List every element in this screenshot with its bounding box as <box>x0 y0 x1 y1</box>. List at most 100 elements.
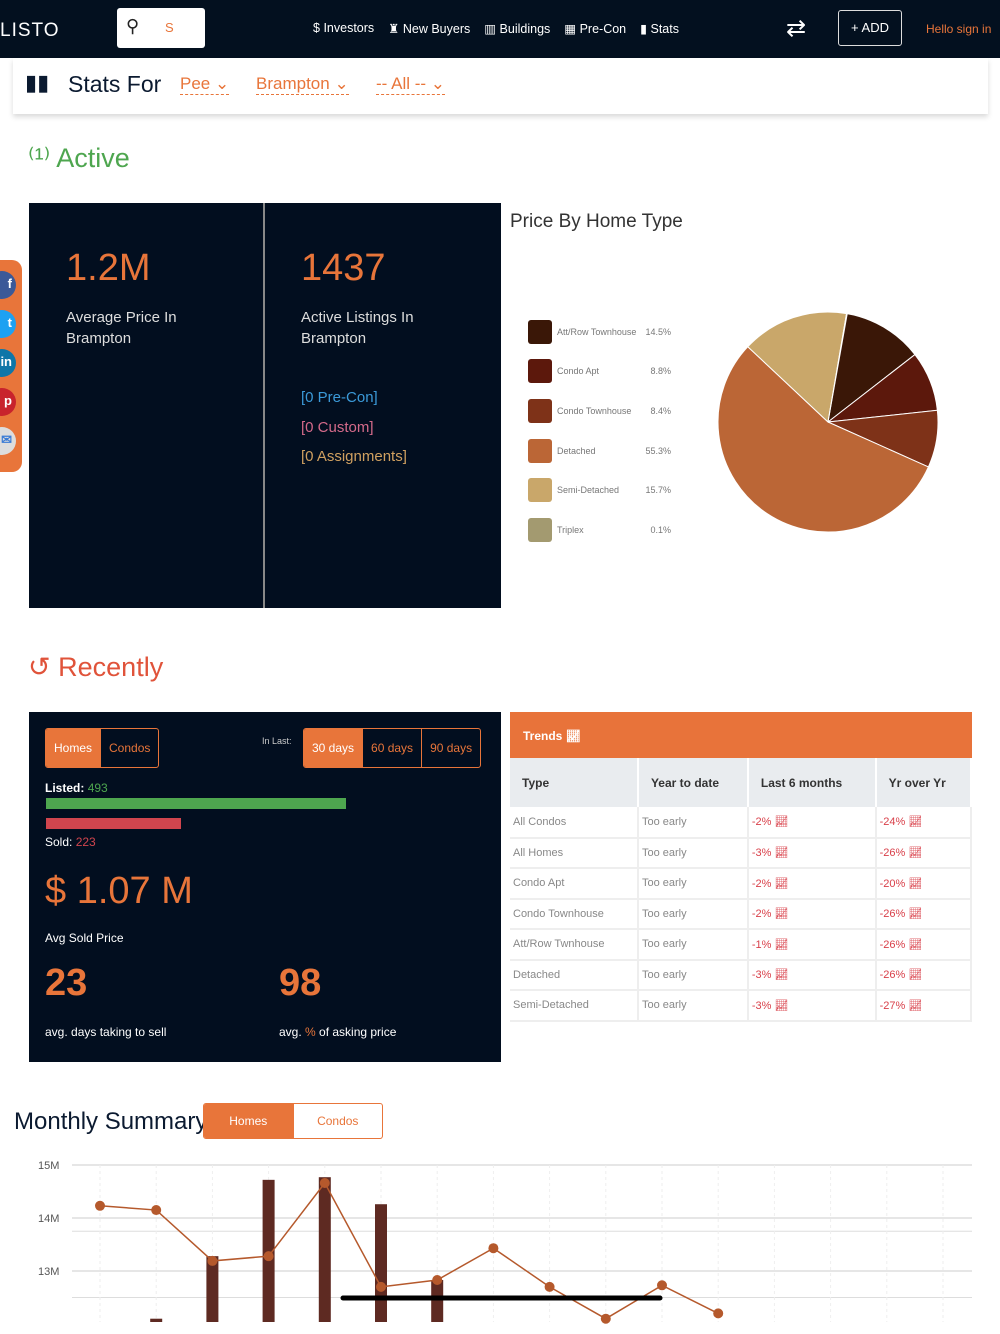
trend-chart-icon[interactable]: 📈︎ <box>774 816 789 829</box>
listings-label: Active Listings In Brampton <box>301 309 414 347</box>
cell-value: -26% <box>879 847 906 860</box>
table-cell: Semi-Detached <box>510 990 639 1022</box>
nav-link-pre-con[interactable]: ▦ Pre-Con <box>564 21 626 36</box>
tab-60-days[interactable]: 60 days <box>363 729 423 767</box>
nav-link-label: Investors <box>323 21 375 35</box>
precon-count[interactable]: [0 Pre-Con] <box>301 389 378 406</box>
active-panel: 1.2M Average Price In Brampton 1437 Acti… <box>29 203 501 608</box>
antenna-icon: ⁽¹⁾ <box>28 143 51 173</box>
add-button[interactable]: + ADD <box>838 10 902 46</box>
twitter-icon[interactable]: t <box>0 310 16 338</box>
tab-90-days[interactable]: 90 days <box>430 741 473 755</box>
table-cell: Too early <box>637 929 749 961</box>
pie-slice-detached <box>717 345 930 533</box>
dollar-icon: $ <box>313 21 320 35</box>
monthly-tab-condos[interactable]: Condos <box>317 1114 359 1128</box>
cell-value: -3% <box>751 969 772 982</box>
nav-link-stats[interactable]: ▮ Stats <box>640 21 679 36</box>
pinterest-icon[interactable]: p <box>0 388 16 416</box>
table-row: All Homes Too early -3% 📈︎ -26% 📈︎ <box>510 837 973 869</box>
city-dropdown[interactable]: Brampton ⌄ <box>256 74 349 95</box>
cell-value: -20% <box>879 877 906 890</box>
monthly-line <box>99 1181 719 1320</box>
custom-count[interactable]: [0 Custom] <box>301 419 374 436</box>
sold-row: Sold: 223 <box>45 835 96 849</box>
facebook-icon[interactable]: f <box>0 271 16 299</box>
monthly-tab-homes[interactable]: Homes <box>204 1104 294 1138</box>
column-header: Yr over Yr <box>875 758 973 807</box>
trend-chart-icon[interactable]: 📈︎ <box>908 816 923 829</box>
legend-label: Att/Row Townhouse <box>557 326 637 337</box>
trend-chart-icon[interactable]: 📈︎ <box>774 999 789 1012</box>
nav-link-new-buyers[interactable]: ♜ New Buyers <box>388 21 470 36</box>
trend-chart-icon[interactable]: 📈︎ <box>908 847 923 860</box>
avg-sold-value: $ 1.07 M <box>45 870 193 912</box>
email-icon[interactable]: ✉ <box>0 427 16 455</box>
city-icon: ▦ <box>564 22 577 36</box>
pct-label-prefix: avg. <box>279 1025 306 1039</box>
trend-chart-icon[interactable]: 📈︎ <box>908 908 923 921</box>
trend-chart-icon[interactable]: 📈︎ <box>774 969 789 982</box>
trend-chart-icon[interactable]: 📈︎ <box>908 969 923 982</box>
trend-chart-icon[interactable]: 📈︎ <box>908 999 923 1012</box>
legend-item: Semi-Detached 15.7% <box>528 470 671 510</box>
avg-price-value: 1.2M <box>66 247 151 289</box>
trends-header: Trends 📈︎ <box>510 712 972 758</box>
trend-chart-icon[interactable]: 📈︎ <box>908 877 923 890</box>
type-dropdown[interactable]: -- All -- ⌄ <box>376 74 446 95</box>
table-row: Semi-Detached Too early -3% 📈︎ -27% 📈︎ <box>510 990 973 1022</box>
sign-in-link[interactable]: Hello sign in <box>926 22 992 36</box>
column-header: Last 6 months <box>747 758 877 807</box>
cell-value: -2% <box>751 816 772 829</box>
cell-value: -27% <box>879 999 906 1012</box>
monthly-point <box>600 1313 611 1324</box>
nav-link-buildings[interactable]: ▥ Buildings <box>484 21 550 36</box>
monthly-point <box>432 1275 443 1286</box>
pct-asking-value: 98 <box>279 962 322 1004</box>
trend-chart-icon[interactable]: 📈︎ <box>774 908 789 921</box>
table-cell: -2% 📈︎ <box>747 868 877 900</box>
region-dropdown[interactable]: Pee ⌄ <box>180 74 230 95</box>
linkedin-icon[interactable]: in <box>0 349 16 377</box>
tab-homes[interactable]: Homes <box>46 729 102 767</box>
stats-icon: ▮ <box>640 22 648 36</box>
active-heading: ⁽¹⁾ Active <box>28 143 130 174</box>
cell-value: Too early <box>641 815 687 828</box>
monthly-point <box>95 1200 105 1211</box>
monthly-point <box>488 1243 499 1254</box>
search-input[interactable]: S <box>165 20 174 35</box>
trend-chart-icon[interactable]: 📈︎ <box>908 938 923 951</box>
cell-value: -26% <box>879 908 906 921</box>
stats-for-title: Stats For <box>68 71 162 97</box>
y-tick-label: 14M <box>38 1213 59 1225</box>
pct-label-symbol: % <box>305 1025 316 1039</box>
active-heading-text: Active <box>56 143 130 173</box>
legend-percent: 8.8% <box>650 366 671 377</box>
legend-swatch <box>528 359 552 384</box>
nav-link-investors[interactable]: $ Investors <box>313 21 374 36</box>
monthly-point <box>207 1255 218 1266</box>
table-cell: -2% 📈︎ <box>747 898 877 930</box>
table-row: Detached Too early -3% 📈︎ -26% 📈︎ <box>510 959 973 991</box>
legend-swatch <box>528 438 552 463</box>
sold-bar <box>46 818 181 829</box>
listed-label: Listed: <box>45 781 85 795</box>
search-box[interactable]: ⚲ S <box>117 8 205 48</box>
table-row: Att/Row Twnhouse Too early -1% 📈︎ -26% 📈︎ <box>510 929 973 961</box>
pct-asking-label: avg. % of asking price <box>279 1025 396 1039</box>
assignments-count[interactable]: [0 Assignments] <box>301 448 407 465</box>
cell-value: -1% <box>751 938 772 951</box>
trend-chart-icon[interactable]: 📈︎ <box>774 938 789 951</box>
trend-chart-icon[interactable]: 📈︎ <box>774 877 789 890</box>
swap-icon[interactable]: ⇄ <box>786 15 807 42</box>
cell-value: -2% <box>751 877 772 890</box>
logo[interactable]: LISTO <box>0 20 60 41</box>
tab-condos[interactable]: Condos <box>109 741 151 755</box>
nav-link-label: Pre-Con <box>579 22 627 36</box>
cell-value: Too early <box>641 938 687 951</box>
trend-chart-icon[interactable]: 📈︎ <box>774 847 789 860</box>
tab-30-days[interactable]: 30 days <box>304 729 364 767</box>
table-cell: Too early <box>637 868 749 900</box>
y-tick-label: 13M <box>38 1266 59 1278</box>
cell-value: Att/Row Twnhouse <box>513 938 605 951</box>
